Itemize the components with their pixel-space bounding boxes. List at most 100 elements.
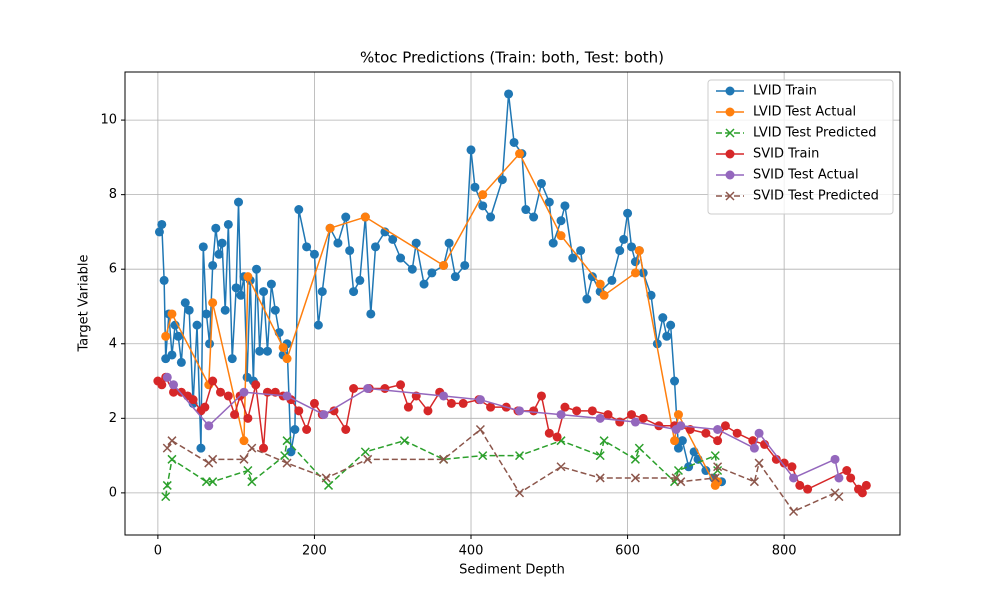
marker xyxy=(223,219,233,229)
marker xyxy=(208,298,218,308)
marker xyxy=(399,436,410,446)
marker xyxy=(634,443,644,453)
marker xyxy=(842,466,852,476)
marker xyxy=(173,331,183,341)
marker xyxy=(646,290,656,300)
x-axis-label: Sediment Depth xyxy=(459,563,565,578)
marker xyxy=(239,454,249,464)
marker xyxy=(396,380,406,390)
marker xyxy=(309,398,319,408)
marker xyxy=(247,443,257,453)
marker xyxy=(407,264,417,274)
marker xyxy=(713,477,723,487)
marker xyxy=(162,372,172,382)
marker xyxy=(208,376,218,386)
marker xyxy=(154,227,164,237)
marker xyxy=(673,465,683,476)
marker xyxy=(259,443,269,453)
marker xyxy=(460,260,470,270)
marker xyxy=(419,279,429,289)
legend-marker xyxy=(725,86,735,96)
marker xyxy=(599,290,609,300)
marker xyxy=(576,246,586,256)
y-tick-label: 8 xyxy=(109,187,117,202)
marker xyxy=(251,380,261,390)
marker xyxy=(634,246,644,256)
marker xyxy=(677,436,687,446)
marker xyxy=(234,197,244,207)
x-tick-label: 800 xyxy=(772,544,797,559)
marker xyxy=(196,443,206,453)
marker xyxy=(486,402,496,412)
marker xyxy=(243,272,253,282)
marker xyxy=(236,290,246,300)
marker xyxy=(380,383,390,393)
marker xyxy=(595,451,605,461)
marker xyxy=(208,454,218,464)
marker xyxy=(439,260,449,270)
marker xyxy=(710,473,720,483)
marker xyxy=(266,279,276,289)
y-tick-label: 0 xyxy=(109,485,117,500)
legend-label: LVID Test Actual xyxy=(753,105,856,120)
series-line xyxy=(166,428,840,513)
marker xyxy=(630,473,640,483)
marker xyxy=(515,451,525,461)
legend-marker xyxy=(725,191,735,201)
marker xyxy=(478,201,488,211)
marker xyxy=(282,458,292,468)
marker xyxy=(349,287,359,297)
marker xyxy=(317,287,327,297)
marker xyxy=(587,406,597,416)
marker xyxy=(470,182,480,192)
marker xyxy=(560,201,570,211)
marker xyxy=(595,413,605,423)
marker xyxy=(230,410,240,420)
marker xyxy=(630,454,640,464)
marker xyxy=(262,387,272,397)
marker xyxy=(403,402,413,412)
marker xyxy=(619,234,629,244)
marker xyxy=(270,305,280,315)
marker xyxy=(313,320,323,330)
marker xyxy=(216,387,226,397)
marker xyxy=(157,219,167,229)
marker xyxy=(795,480,805,490)
marker xyxy=(176,357,186,367)
marker xyxy=(309,249,319,259)
marker xyxy=(568,253,578,263)
marker xyxy=(536,391,546,401)
marker xyxy=(349,383,359,393)
marker xyxy=(626,242,636,252)
marker xyxy=(789,506,799,517)
marker xyxy=(673,443,683,453)
marker xyxy=(280,451,290,461)
marker xyxy=(302,242,312,252)
marker xyxy=(556,462,566,472)
marker xyxy=(544,197,554,207)
marker xyxy=(205,339,215,349)
marker xyxy=(504,89,514,99)
marker xyxy=(159,275,169,285)
marker xyxy=(486,212,496,222)
marker xyxy=(239,436,249,446)
marker xyxy=(223,391,233,401)
marker xyxy=(670,436,680,446)
marker xyxy=(779,458,789,468)
marker xyxy=(603,410,613,420)
marker xyxy=(515,406,525,416)
marker xyxy=(157,380,167,390)
marker xyxy=(259,287,269,297)
marker xyxy=(560,402,570,412)
marker xyxy=(204,421,214,431)
marker xyxy=(638,413,648,423)
marker xyxy=(162,443,172,453)
chart-title: %toc Predictions (Train: both, Test: bot… xyxy=(360,49,664,67)
legend-label: SVID Test Predicted xyxy=(753,189,879,204)
marker xyxy=(803,484,813,494)
marker xyxy=(615,417,625,427)
legend-box xyxy=(707,79,894,215)
marker xyxy=(834,492,844,502)
marker xyxy=(290,425,300,435)
marker xyxy=(626,410,636,420)
